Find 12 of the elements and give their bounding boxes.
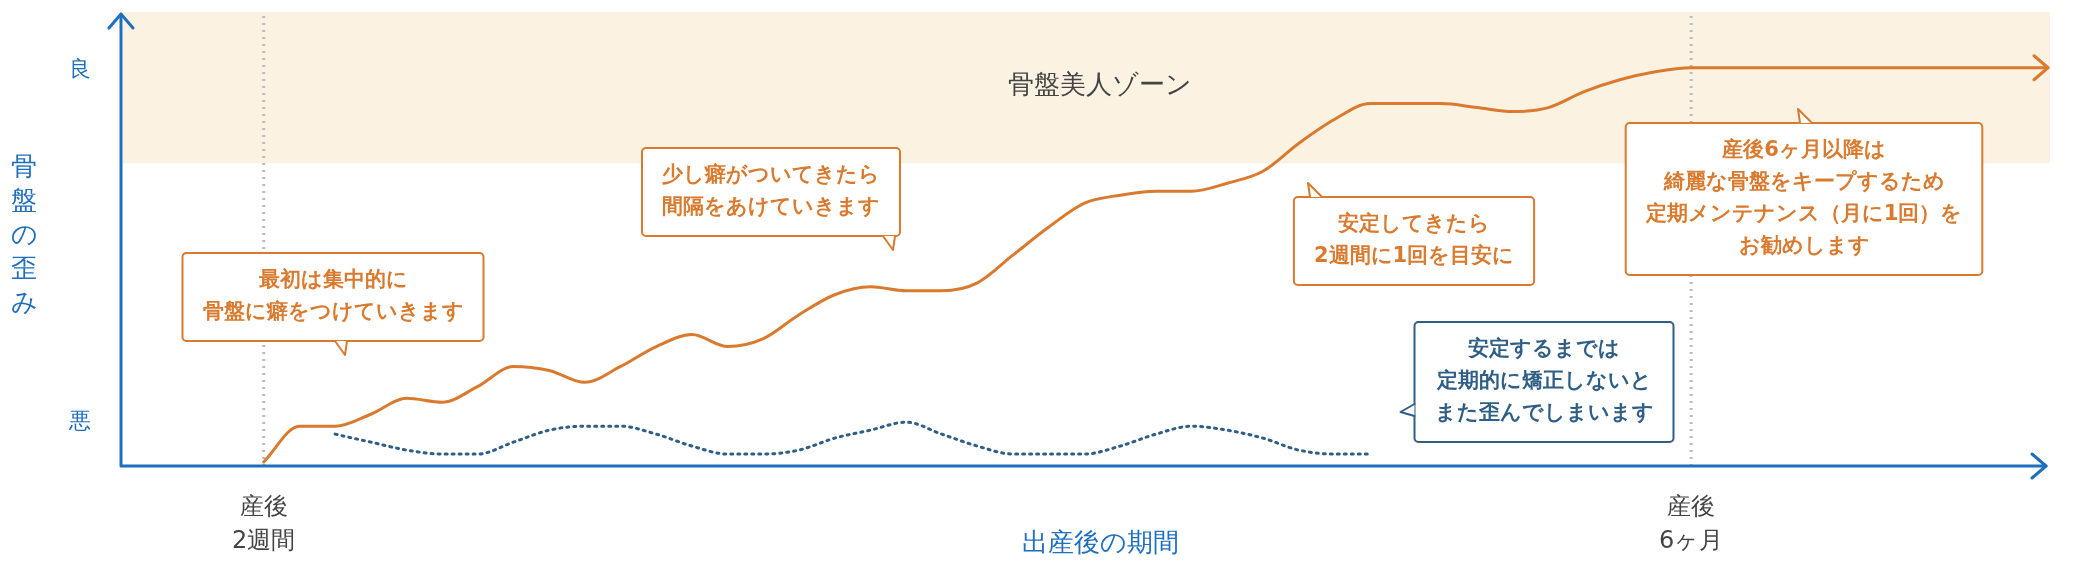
annotation: 少し癖がついてきたら間隔をあけていきます	[662, 162, 880, 219]
annotation: 安定するまでは定期的に矯正しないとまた歪んでしまいます	[1434, 336, 1654, 425]
annotation: 産後6ヶ月以降は綺麗な骨盤をキープするため定期メンテナンス（月に1回）をお勧めします	[1644, 137, 1963, 258]
x-tick-label: 産後2週間	[232, 491, 296, 555]
band-label: 骨盤美人ゾーン	[1008, 68, 1192, 99]
annotation: 最初は集中的に骨盤に癖をつけていきます	[202, 267, 464, 324]
x-axis-title: 出産後の期間	[1021, 526, 1179, 557]
x-tick-label: 産後6ヶ月	[1659, 491, 1724, 555]
annotation: 安定してきたら2週間に1回を目安に	[1313, 211, 1515, 268]
text: 良	[69, 55, 91, 81]
text: 悪	[68, 407, 91, 433]
y-axis-title: 骨盤の歪み	[10, 150, 38, 317]
